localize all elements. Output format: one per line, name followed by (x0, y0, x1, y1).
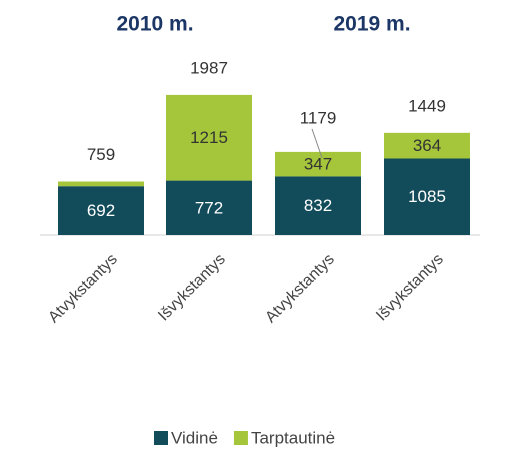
bar-segment (58, 181, 144, 187)
value-label: 1215 (190, 128, 228, 147)
value-label: 772 (195, 198, 223, 217)
legend-label: Tarptautinė (251, 428, 335, 447)
leader-line (311, 128, 323, 159)
total-label: 759 (87, 145, 115, 164)
group-title: 2019 m. (333, 13, 410, 36)
bar-segment (384, 132, 470, 159)
value-label: 364 (413, 136, 441, 155)
total-label: 1449 (408, 96, 446, 115)
value-label: 832 (304, 196, 332, 215)
x-tick-label: Atvykstantys (45, 251, 121, 327)
total-label: 1987 (190, 58, 228, 77)
bar-segment (58, 186, 144, 235)
x-tick-label: Atvykstantys (262, 251, 338, 327)
value-label: 692 (87, 201, 115, 220)
bar-segment (166, 180, 252, 235)
legend-swatch (233, 431, 248, 445)
bar-segment (275, 151, 361, 177)
bar-segment (275, 176, 361, 235)
legend-label: Vidinė (171, 428, 218, 447)
total-label: 1179 (300, 108, 337, 127)
group-title: 2010 m. (116, 13, 193, 36)
legend-swatch (154, 431, 168, 445)
value-label: 1085 (408, 187, 446, 206)
bar-segment (166, 94, 252, 181)
bar-segment (384, 158, 470, 235)
x-tick-label: Išvykstantys (155, 251, 229, 325)
value-label: 347 (304, 155, 332, 174)
x-tick-label: Išvykstantys (373, 251, 447, 325)
